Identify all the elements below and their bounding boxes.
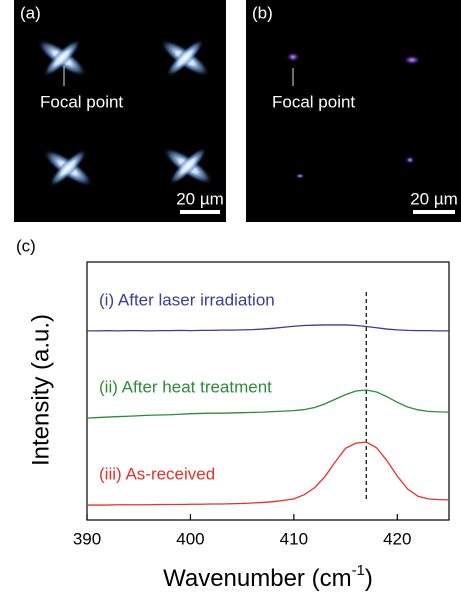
scale-bar: [180, 210, 220, 214]
series-label: (ii) After heat treatment: [99, 378, 272, 397]
x-tick-label: 400: [176, 529, 204, 548]
panel-label: (a): [20, 3, 41, 22]
x-axis-label-text: Wavenumber (cm: [163, 565, 351, 592]
series-label: (iii) As-received: [99, 465, 215, 484]
panel-label: (c): [16, 236, 36, 255]
y-axis-label: Intensity (a.u.): [27, 314, 54, 466]
x-axis-label-text: ): [365, 565, 373, 592]
panel-b: (b) Focal point 20 µm: [246, 0, 461, 222]
figure: (a) Focal point 20 µm (b) Focal point 20…: [0, 0, 461, 597]
annotation: Focal point: [40, 92, 123, 111]
x-tick-label: 390: [73, 529, 101, 548]
panel-a: (a) Focal point 20 µm: [14, 0, 226, 222]
scale-bar-label: 20 µm: [176, 189, 224, 208]
x-axis-label: Wavenumber (cm-1): [163, 562, 373, 592]
x-axis-label-superscript: -1: [352, 562, 365, 579]
panel-label: (b): [252, 3, 273, 22]
scale-bar: [413, 210, 455, 214]
annotation: Focal point: [272, 92, 355, 111]
series-line: [87, 325, 449, 331]
series-label: (i) After laser irradiation: [99, 290, 275, 309]
x-tick-label: 420: [383, 529, 411, 548]
x-tick-label: 410: [280, 529, 308, 548]
scale-bar-label: 20 µm: [410, 189, 458, 208]
